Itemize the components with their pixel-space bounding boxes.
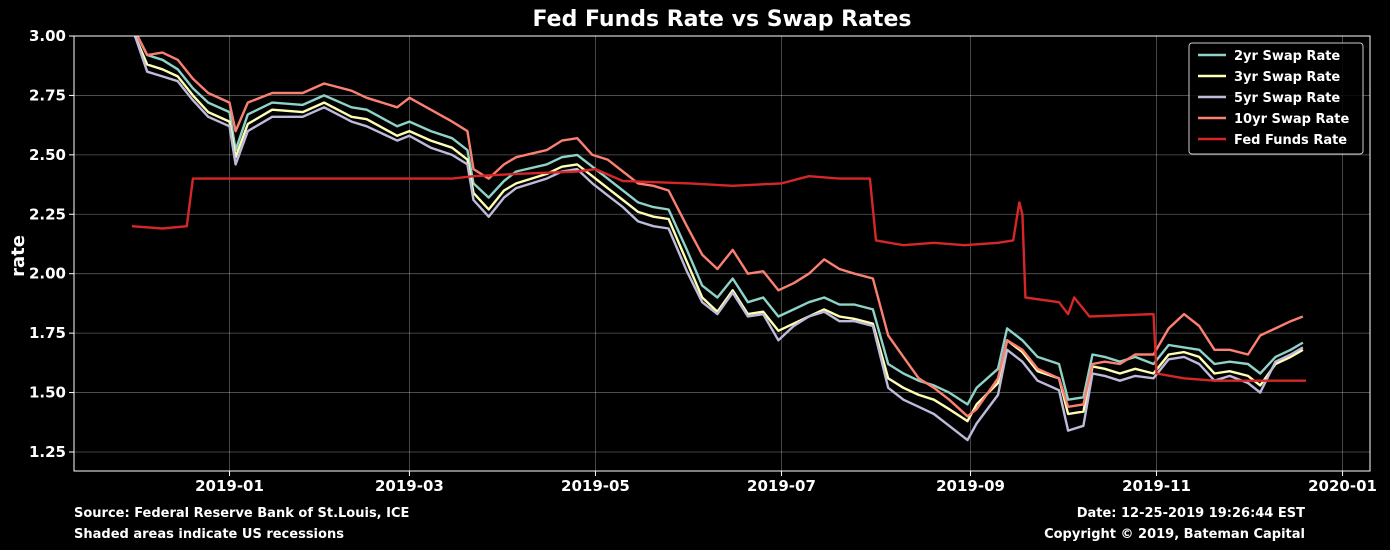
recession-note: Shaded areas indicate US recessions bbox=[74, 527, 344, 542]
series-line-fed-funds-rate bbox=[131, 167, 1306, 382]
y-axis-label: rate bbox=[8, 235, 29, 277]
x-tick-label: 2019-01 bbox=[195, 477, 264, 495]
y-tick-label: 2.75 bbox=[29, 86, 66, 104]
y-tick-label: 1.75 bbox=[29, 324, 66, 342]
x-tick-label: 2019-07 bbox=[747, 477, 816, 495]
x-tick-label: 2019-09 bbox=[936, 477, 1005, 495]
copyright-note: Copyright © 2019, Bateman Capital bbox=[1044, 527, 1305, 542]
y-tick-label: 1.25 bbox=[29, 443, 66, 461]
legend-label: 5yr Swap Rate bbox=[1234, 91, 1340, 106]
series-line-10yr-swap-rate bbox=[136, 36, 1304, 418]
source-note: Source: Federal Reserve Bank of St.Louis… bbox=[74, 506, 410, 521]
x-tick-label: 2019-03 bbox=[375, 477, 444, 495]
legend-box bbox=[1188, 42, 1364, 155]
series-lines bbox=[131, 36, 1306, 442]
x-tick-label: 2019-05 bbox=[561, 477, 630, 495]
x-tick-label: 2020-01 bbox=[1308, 477, 1377, 495]
legend-label: 10yr Swap Rate bbox=[1234, 112, 1349, 127]
legend-label: 2yr Swap Rate bbox=[1234, 49, 1340, 64]
legend-label: 3yr Swap Rate bbox=[1234, 70, 1340, 85]
date-stamp: Date: 12-25-2019 19:26:44 EST bbox=[1076, 506, 1305, 521]
chart-title: Fed Funds Rate vs Swap Rates bbox=[533, 7, 912, 32]
y-tick-label: 2.25 bbox=[29, 205, 66, 223]
y-tick-label: 1.50 bbox=[29, 384, 66, 402]
x-tick-label: 2019-11 bbox=[1122, 477, 1191, 495]
legend: 2yr Swap Rate 3yr Swap Rate 5yr Swap Rate 1… bbox=[1188, 42, 1364, 155]
series-line-3yr-swap-rate bbox=[133, 36, 1304, 423]
y-tick-label: 2.50 bbox=[29, 146, 66, 164]
y-tick-label: 2.00 bbox=[29, 265, 66, 283]
series-line-5yr-swap-rate bbox=[133, 36, 1304, 442]
series-line-2yr-swap-rate bbox=[136, 36, 1304, 406]
axis-ticks: 2019-01 2019-03 2019-05 2019-07 2019-09 2019-… bbox=[29, 27, 1377, 495]
plot-frame bbox=[73, 35, 1371, 472]
y-tick-label: 3.00 bbox=[29, 27, 66, 45]
legend-label: Fed Funds Rate bbox=[1234, 133, 1347, 148]
